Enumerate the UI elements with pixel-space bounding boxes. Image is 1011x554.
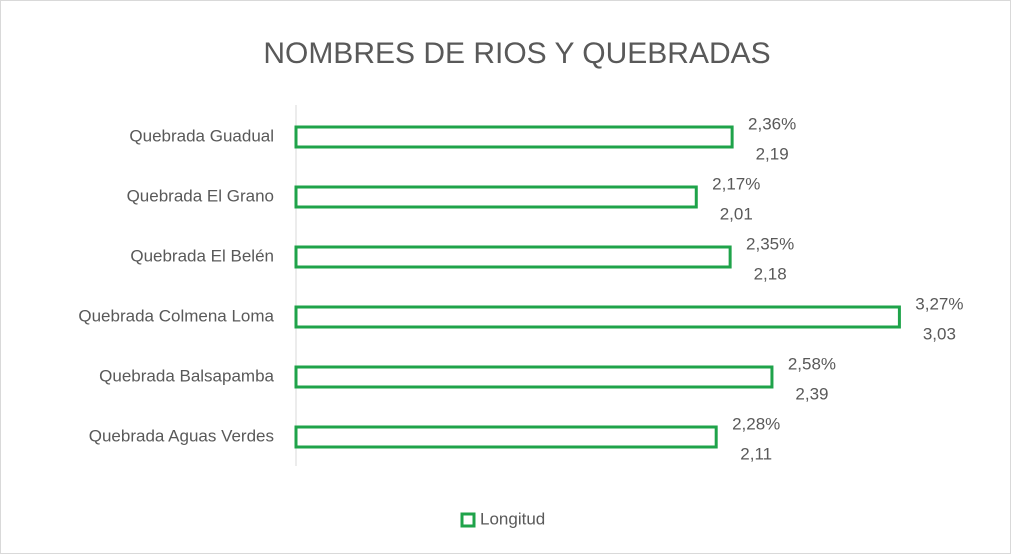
chart-title: NOMBRES DE RIOS Y QUEBRADAS xyxy=(263,37,770,70)
category-label: Quebrada El Belén xyxy=(130,246,274,265)
data-label: 2,11 xyxy=(740,444,772,463)
bar xyxy=(294,365,774,389)
data-label: 2,19 xyxy=(756,144,789,163)
percent-label: 2,58% xyxy=(788,354,836,373)
legend-label: Longitud xyxy=(480,509,545,528)
bar xyxy=(294,125,734,149)
bar xyxy=(294,185,698,209)
percent-label: 2,28% xyxy=(732,414,780,433)
percent-label: 2,17% xyxy=(712,174,760,193)
bar xyxy=(294,305,901,329)
data-label: 2,39 xyxy=(795,384,828,403)
bar xyxy=(294,425,718,449)
category-label: Quebrada El Grano xyxy=(127,186,274,205)
percent-label: 3,27% xyxy=(915,294,963,313)
category-label: Quebrada Guadual xyxy=(129,126,274,145)
bar xyxy=(294,245,732,269)
data-label: 2,18 xyxy=(754,264,787,283)
category-label: Quebrada Aguas Verdes xyxy=(89,426,274,445)
legend-swatch xyxy=(460,512,476,528)
percent-label: 2,35% xyxy=(746,234,794,253)
data-label: 2,01 xyxy=(720,204,753,223)
category-label: Quebrada Balsapamba xyxy=(99,366,274,385)
percent-label: 2,36% xyxy=(748,114,796,133)
data-label: 3,03 xyxy=(923,324,956,343)
category-label: Quebrada Colmena Loma xyxy=(78,306,274,325)
